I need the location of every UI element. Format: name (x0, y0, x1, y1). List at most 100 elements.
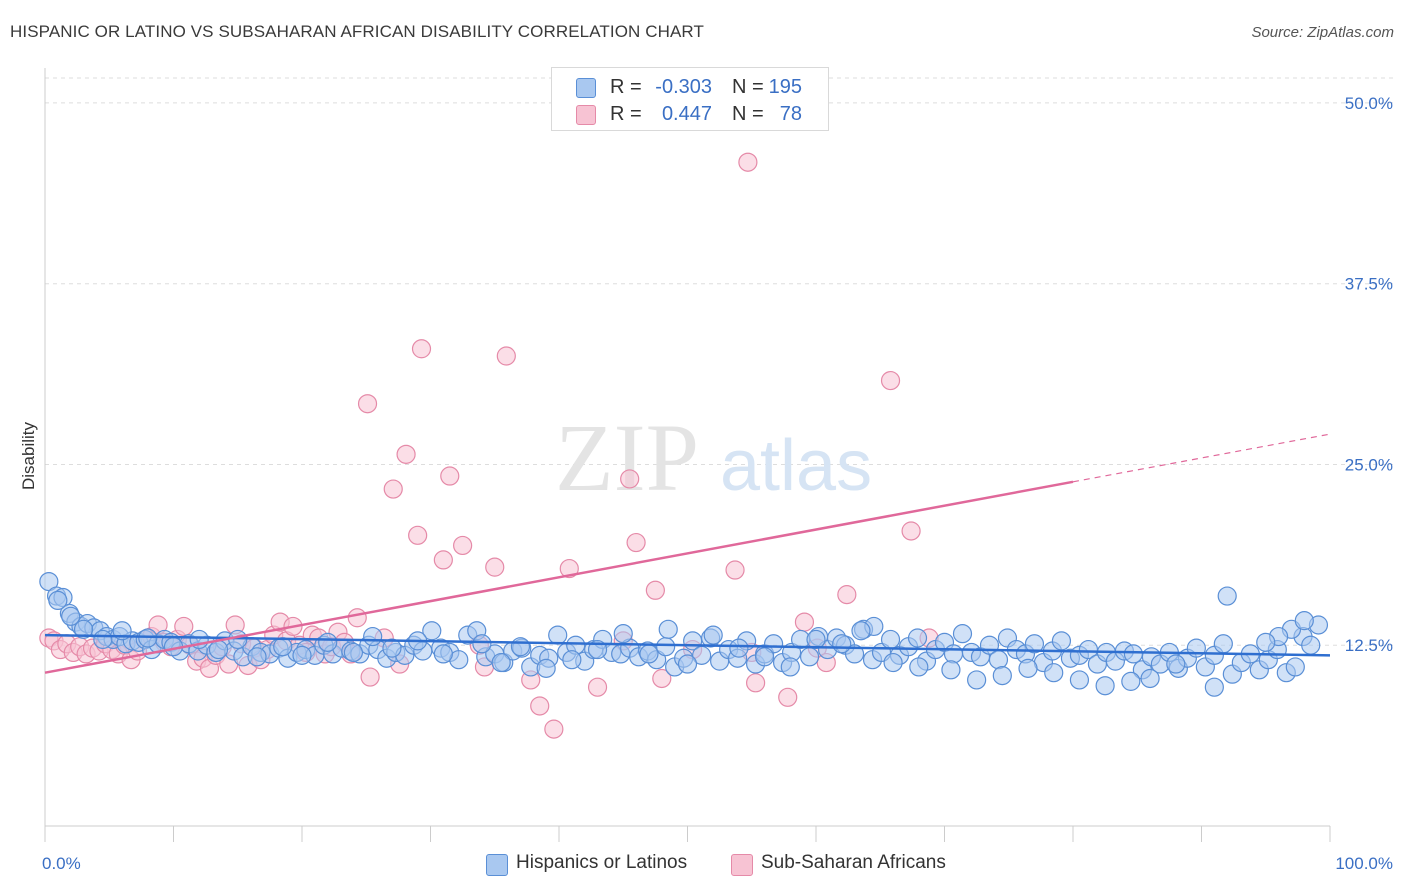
source-label: Source: ZipAtlas.com (1251, 24, 1394, 41)
data-point-hispanic (536, 658, 556, 678)
x-tick-label: 100.0% (1335, 854, 1393, 873)
data-point-hispanic (433, 644, 453, 664)
data-point-hispanic (1069, 670, 1090, 690)
legend-r-label: R = (610, 103, 642, 125)
data-point-hispanic (208, 639, 229, 660)
data-point-subsaharan (559, 558, 579, 579)
legend-row-pink: R = 0.447 N = 78 (552, 101, 828, 127)
data-point-subsaharan (778, 687, 798, 707)
data-point-hispanic (658, 619, 678, 639)
trend-line-subsaharan-dashed (1072, 433, 1331, 483)
data-point-hispanic (907, 628, 928, 648)
legend-r-value: 0.447 (661, 103, 712, 125)
data-point-hispanic (754, 647, 775, 667)
data-point-hispanic (988, 650, 1009, 670)
data-point-hispanic (247, 647, 267, 667)
data-point-hispanic (909, 657, 929, 677)
data-point-hispanic (941, 660, 961, 680)
legend-swatch-blue (576, 78, 596, 98)
data-point-subsaharan (626, 532, 646, 553)
legend-swatch-blue (486, 854, 508, 876)
data-point-subsaharan (880, 370, 901, 391)
data-point-hispanic (1095, 676, 1115, 696)
data-point-subsaharan (530, 696, 550, 716)
data-point-subsaharan (544, 719, 564, 739)
data-point-hispanic (613, 624, 633, 644)
data-point-hispanic (883, 652, 903, 673)
data-point-hispanic (1301, 635, 1321, 655)
data-point-hispanic (343, 642, 363, 663)
data-point-hispanic (806, 629, 826, 650)
data-point-hispanic (548, 625, 568, 645)
data-point-hispanic (763, 634, 784, 654)
data-point-subsaharan (620, 469, 640, 489)
data-point-subsaharan (837, 585, 857, 605)
data-point-hispanic (93, 629, 113, 650)
data-point-hispanic (851, 621, 871, 641)
grid-lines (45, 77, 1395, 646)
data-point-subsaharan (357, 394, 378, 414)
trend-lines (44, 433, 1331, 674)
legend-row-blue: R = -0.303 N = 195 (552, 74, 828, 100)
data-point-hispanic (382, 638, 402, 658)
data-point-hispanic (1213, 634, 1233, 654)
data-point-hispanic (1140, 668, 1160, 689)
data-point-hispanic (1166, 654, 1186, 674)
axes (44, 68, 1331, 842)
data-point-hispanic (48, 590, 68, 611)
data-point-subsaharan (738, 152, 758, 172)
data-point-hispanic (61, 606, 81, 626)
data-point-hispanic (73, 619, 94, 639)
data-point-subsaharan (347, 608, 367, 628)
data-point-hispanic (880, 629, 901, 650)
blue-points (39, 571, 1329, 697)
data-point-hispanic (992, 665, 1012, 686)
data-point-hispanic (844, 644, 865, 664)
data-point-subsaharan (485, 557, 505, 577)
legend-n-value: 195 (768, 76, 802, 98)
data-point-subsaharan (383, 479, 403, 499)
y-tick-label: 37.5% (1345, 275, 1393, 294)
data-point-hispanic (1121, 671, 1141, 691)
legend-box: R = -0.303 N = 195 R = 0.447 N = 78 (551, 67, 829, 131)
data-point-hispanic (422, 621, 442, 641)
y-tick-label: 25.0% (1345, 455, 1393, 474)
data-point-hispanic (292, 645, 312, 665)
data-point-subsaharan (360, 667, 380, 687)
watermark-atlas: atlas (720, 426, 872, 506)
data-point-subsaharan (587, 677, 608, 697)
data-point-hispanic (780, 657, 800, 677)
data-point-subsaharan (433, 550, 453, 570)
legend-label: Hispanics or Latinos (516, 852, 688, 873)
data-point-hispanic (562, 650, 582, 670)
data-point-hispanic (952, 624, 973, 644)
trend-line-hispanic (44, 633, 1331, 657)
data-point-hispanic (1294, 611, 1314, 631)
legend-r-label: R = (610, 76, 642, 98)
y-tick-label: 50.0% (1345, 94, 1393, 113)
data-point-hispanic (729, 638, 749, 658)
x-tick-label: 0.0% (42, 854, 81, 873)
data-point-subsaharan (652, 668, 672, 689)
data-point-subsaharan (408, 525, 428, 545)
bottom-legend: Hispanics or Latinos Sub-Saharan African… (0, 851, 1406, 879)
legend-label: Sub-Saharan Africans (761, 852, 946, 873)
legend-n-value: 78 (779, 103, 802, 125)
data-point-subsaharan (746, 673, 766, 693)
data-point-hispanic (1024, 634, 1045, 654)
data-point-subsaharan (453, 535, 473, 556)
data-point-hispanic (656, 637, 676, 657)
y-tick-label: 12.5% (1345, 636, 1393, 655)
data-point-hispanic (1256, 632, 1276, 652)
data-point-hispanic (832, 634, 852, 654)
data-point-hispanic (1217, 586, 1237, 606)
tick-labels: 12.5% 25.0% 37.5% 50.0% 0.0% 100.0% (42, 94, 1393, 873)
data-point-subsaharan (901, 521, 921, 541)
data-point-subsaharan (174, 616, 194, 637)
chart-title: HISPANIC OR LATINO VS SUBSAHARAN AFRICAN… (10, 22, 704, 41)
legend-swatch-pink (576, 105, 596, 125)
data-point-hispanic (472, 634, 492, 654)
data-point-hispanic (1204, 677, 1224, 697)
legend-n-label: N = (732, 103, 764, 125)
